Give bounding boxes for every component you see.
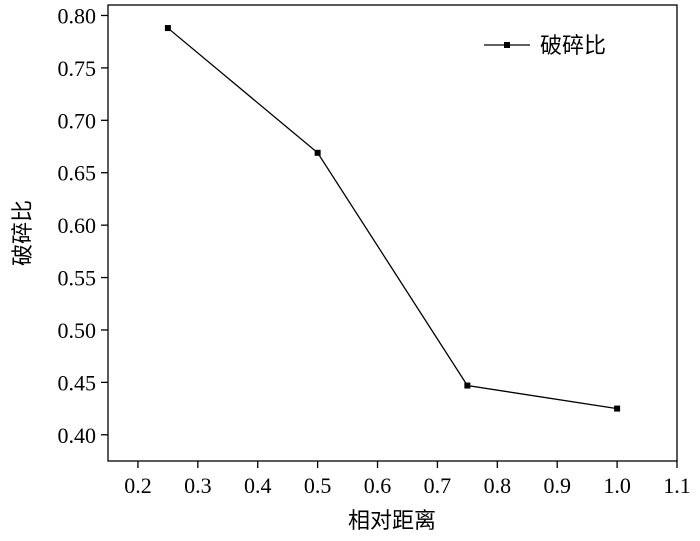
y-tick-label: 0.60 [58, 213, 97, 238]
x-axis-ticks: 0.2 0.3 0.4 0.5 0.6 0.7 0.8 0.9 1.0 1.1 [124, 461, 691, 498]
x-tick-label: 0.2 [124, 473, 152, 498]
x-tick-label: 0.5 [304, 473, 332, 498]
y-axis-ticks: 0.40 0.45 0.50 0.55 0.60 0.65 0.70 0.75 0.80 [58, 3, 108, 448]
y-tick-label: 0.50 [58, 318, 97, 343]
data-point [464, 382, 471, 389]
y-axis-title: 破碎比 [11, 200, 36, 266]
data-point [614, 405, 621, 412]
x-tick-label: 1.1 [663, 473, 691, 498]
y-tick-label: 0.80 [58, 3, 97, 28]
plot-area [107, 4, 678, 462]
x-tick-label: 1.0 [603, 473, 631, 498]
legend-label: 破碎比 [540, 34, 606, 59]
series-layer [164, 25, 621, 412]
x-tick-label: 0.6 [364, 473, 392, 498]
data-point [164, 25, 171, 32]
y-tick-label: 0.75 [58, 56, 97, 81]
legend: 破碎比 [484, 34, 606, 59]
x-tick-label: 0.8 [484, 473, 512, 498]
y-tick-label: 0.40 [58, 423, 97, 448]
y-tick-label: 0.45 [58, 370, 97, 395]
y-tick-label: 0.65 [58, 161, 97, 186]
x-tick-label: 0.7 [424, 473, 452, 498]
y-tick-label: 0.55 [58, 266, 97, 291]
legend-marker [504, 42, 510, 48]
x-axis-title: 相对距离 [348, 509, 436, 534]
data-point [314, 149, 321, 156]
series-line [167, 27, 618, 410]
y-tick-label: 0.70 [58, 108, 97, 133]
x-tick-label: 0.3 [184, 473, 212, 498]
x-tick-label: 0.9 [543, 473, 571, 498]
x-tick-label: 0.4 [244, 473, 272, 498]
